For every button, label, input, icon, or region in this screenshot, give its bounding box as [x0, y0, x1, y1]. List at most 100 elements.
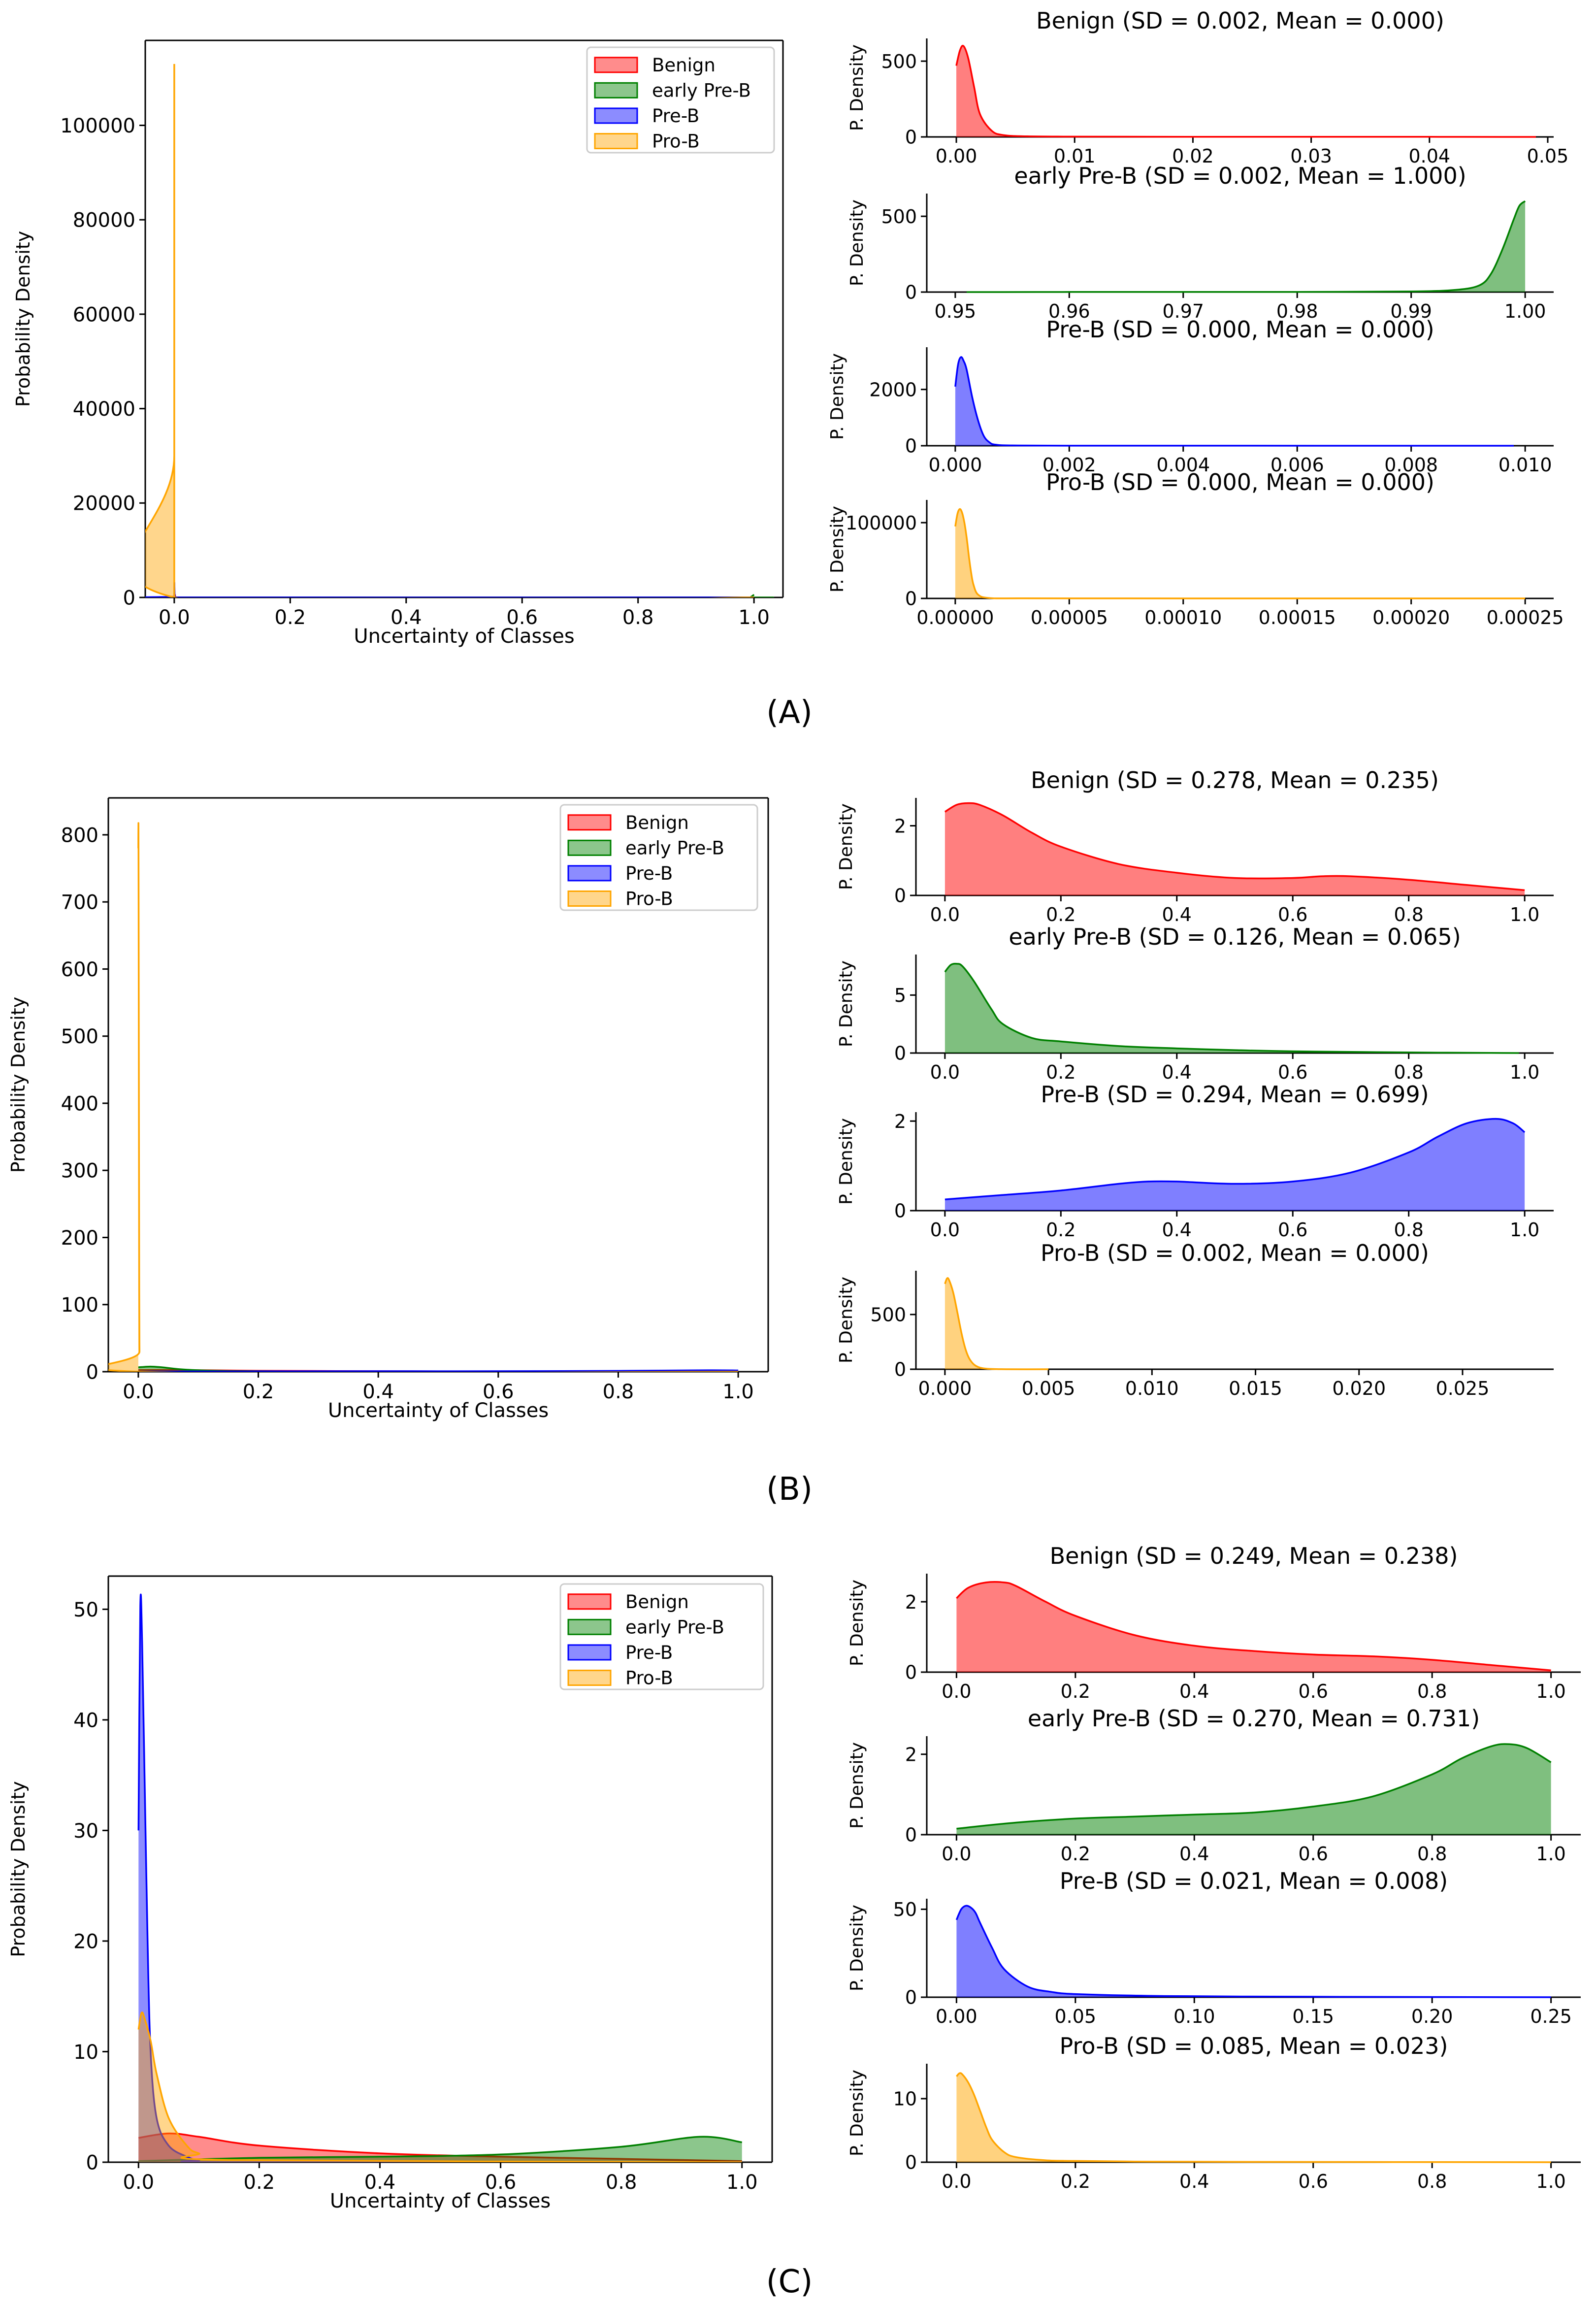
panel-c-main-x-tick-label: 0.2	[244, 2171, 275, 2194]
panel-a-main-y-tick-label: 0	[123, 587, 135, 609]
panel-a-main-x-tick-label: 0.8	[622, 606, 654, 629]
panel-b-sub-early-pre-b-x-tick-label: 0.8	[1394, 1061, 1423, 1083]
panel-a-sub-benign-chart: 0.00 0.01 0.02 0.03 0.04 0.05 0 500 Benign (SD =…	[847, 7, 1568, 167]
legend-label-pre-b: Pre-B	[625, 863, 673, 884]
panel-a-main-y-tick-label: 40000	[73, 398, 135, 421]
legend-label-pre-b: Pre-B	[652, 105, 699, 127]
density-line-pro-b	[944, 1277, 1049, 1370]
panel-a-sub-benign-x-tick-label: 0.02	[1172, 145, 1214, 167]
panel-c-main-y-tick-label: 30	[73, 1820, 98, 1843]
legend-label-pro-b: Pro-B	[652, 131, 700, 152]
panel-b-main-x-tick-label: 0.2	[243, 1381, 274, 1403]
panel-b-sub-benign-title: Benign (SD = 0.278, Mean = 0.235)	[1031, 767, 1439, 793]
legend-swatch-benign	[567, 814, 612, 831]
density-line-pre-b	[945, 1118, 1526, 1201]
legend-label-early-pre-b: early Pre-B	[652, 80, 751, 101]
legend-label-benign: Benign	[652, 55, 716, 76]
panel-a-sub-early-pre-b-chart: 0.95 0.96 0.97 0.98 0.99 1.00 0 500 early Pre-B …	[847, 163, 1554, 322]
panel-c-main-plot-area	[137, 1593, 742, 2162]
density-line-early-pre-b	[174, 593, 774, 597]
panel-c-sub-pro-b-y-tick-label: 10	[893, 2088, 917, 2110]
panel-a-sub-early-pre-b-y-tick-label: 500	[881, 206, 917, 228]
density-fill-early-pre-b	[138, 2137, 742, 2162]
panel-label-c: (C)	[766, 2264, 813, 2300]
panel-b-sub-pro-b-x-tick-label: 0.015	[1229, 1378, 1282, 1399]
panel-c-sub-pre-b-title: Pre-B (SD = 0.021, Mean = 0.008)	[1060, 1868, 1448, 1894]
panel-a-sub-pro-b-x-tick-label: 0.00025	[1487, 607, 1564, 628]
panel-b-sub-pre-b-y-tick-label: 2	[894, 1111, 906, 1132]
panel-b-main-chart: 0.0 0.2 0.4 0.6 0.8 1.0 0 100 200 300 400 500 600 700…	[7, 797, 769, 1422]
panel-a-main-legend-frame	[586, 46, 775, 154]
panel-c-sub-early-pre-b-x-tick-label: 0.2	[1061, 1843, 1090, 1865]
panel-b-main-y-tick-label: 800	[61, 824, 98, 847]
panel-c-main-y-tick-label: 0	[86, 2151, 98, 2174]
panel-a-main-chart: 0.0 0.2 0.4 0.6 0.8 1.0 0 20000 40000 60000 80000 1…	[12, 39, 784, 648]
legend-swatch-pro-b	[567, 890, 612, 907]
panel-a-sub-pre-b-title: Pre-B (SD = 0.000, Mean = 0.000)	[1046, 316, 1434, 343]
panel-a-main-x-tick-label: 1.0	[738, 606, 770, 629]
panel-label-b: (B)	[766, 1471, 813, 1508]
panel-c-sub-early-pre-b-x-tick-label: 0.6	[1299, 1843, 1328, 1865]
panel-c-main-y-axis-label: Probability Density	[7, 1781, 29, 1957]
panel-b-main-legend-frame	[559, 804, 758, 911]
panel-a-sub-benign-y-tick-label: 500	[881, 51, 917, 72]
panel-b-sub-pre-b-y-tick-label: 0	[894, 1200, 906, 1222]
density-line-early-pre-b	[956, 1743, 1552, 1830]
panel-b-sub-pre-b-x-tick-label: 0.4	[1162, 1219, 1192, 1241]
panel-a-sub-pro-b-x-tick-label: 0.00010	[1144, 607, 1222, 628]
legend-label-benign: Benign	[625, 1591, 689, 1613]
panel-c-sub-early-pre-b-y-axis-label: P. Density	[847, 1742, 867, 1829]
density-line-benign	[956, 1581, 1551, 1672]
panel-b-sub-benign-y-axis-label: P. Density	[836, 803, 856, 890]
panel-c-main-legend-frame	[559, 1583, 764, 1690]
panel-c-sub-pro-b-x-tick-label: 0.6	[1299, 2171, 1328, 2192]
density-line-pro-b	[108, 822, 739, 1372]
density-line-benign	[944, 802, 1525, 891]
panel-b-sub-pre-b-x-tick-label: 0.0	[930, 1219, 960, 1241]
panel-b-main-x-tick-label: 1.0	[722, 1381, 754, 1403]
panel-b-sub-pro-b-y-tick-label: 500	[870, 1304, 906, 1326]
panel-c-sub-early-pre-b-x-tick-label: 0.8	[1417, 1843, 1447, 1865]
panel-b-main-x-axis-label: Uncertainty of Classes	[328, 1399, 549, 1422]
density-line-pre-b	[137, 1593, 742, 2162]
panel-b-main-plot-area	[108, 822, 739, 1372]
panel-a-main-y-axis-label: Probability Density	[12, 231, 34, 407]
density-line-pre-b	[955, 1905, 1551, 1998]
density-fill-benign	[956, 1582, 1551, 1672]
panel-b-sub-pro-b-y-tick-label: 0	[894, 1359, 906, 1381]
density-fill-pre-b	[956, 1906, 1551, 1997]
panel-b-sub-benign-x-tick-label: 1.0	[1510, 904, 1539, 925]
legend-label-early-pre-b: early Pre-B	[625, 1616, 724, 1638]
panel-c-main-y-tick-label: 10	[73, 2041, 98, 2064]
legend-label-pro-b: Pro-B	[625, 1667, 673, 1688]
panel-c-sub-benign-chart: 0.0 0.2 0.4 0.6 0.8 1.0 0 2 Benign (SD = 0.249, …	[847, 1543, 1581, 1702]
density-line-pre-b	[138, 1369, 739, 1372]
panel-c-sub-benign-x-tick-label: 0.4	[1179, 1681, 1209, 1702]
panel-a-main-x-tick-label: 0.2	[275, 606, 306, 629]
panel-a-sub-benign-y-tick-label: 0	[905, 127, 917, 148]
legend-swatch-pre-b	[594, 107, 638, 124]
density-fill-pro-b	[945, 1278, 1049, 1370]
panel-c-sub-pro-b-x-tick-label: 0.0	[942, 2171, 971, 2192]
panel-c-sub-early-pre-b-title: early Pre-B (SD = 0.270, Mean = 0.731)	[1028, 1705, 1480, 1732]
panel-a-sub-early-pre-b-y-axis-label: P. Density	[847, 199, 867, 286]
panel-b-sub-early-pre-b-y-tick-label: 5	[894, 985, 906, 1006]
panel-c-sub-pre-b-y-axis-label: P. Density	[847, 1905, 867, 1991]
panel-c-sub-benign-x-tick-label: 0.0	[942, 1681, 971, 1702]
density-line-pro-b	[956, 2072, 1551, 2163]
panel-b-sub-pro-b-title: Pro-B (SD = 0.002, Mean = 0.000)	[1041, 1240, 1429, 1266]
panel-a-sub-early-pre-b-title: early Pre-B (SD = 0.002, Mean = 1.000)	[1014, 163, 1466, 189]
panel-a-main-y-tick-label: 80000	[73, 209, 135, 232]
panel-c-sub-benign-y-tick-label: 2	[905, 1591, 917, 1613]
panel-a-sub-pro-b-chart: 0.00000 0.00005 0.00010 0.00015 0.00020 0.000…	[827, 469, 1564, 628]
legend-swatch-pro-b	[567, 1669, 612, 1686]
panel-b-main-x-tick-label: 0.4	[362, 1381, 394, 1403]
density-fill-early-pre-b	[945, 963, 1519, 1053]
legend-swatch-pro-b	[594, 132, 638, 149]
panel-c-sub-benign-y-axis-label: P. Density	[847, 1580, 867, 1666]
panel-a-sub-benign-x-tick-label: 0.03	[1290, 145, 1332, 167]
panel-b-sub-early-pre-b-x-tick-label: 0.0	[930, 1061, 960, 1083]
panel-a-sub-benign-title: Benign (SD = 0.002, Mean = 0.000)	[1036, 7, 1444, 34]
panel-b-sub-pro-b-x-tick-label: 0.005	[1022, 1378, 1075, 1399]
